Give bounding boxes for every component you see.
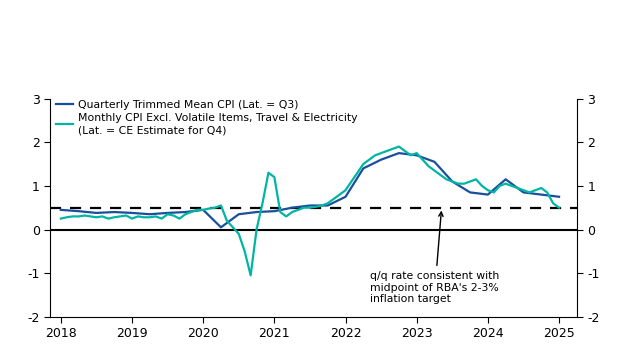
Text: q/q rate consistent with
midpoint of RBA's 2-3%
inflation target: q/q rate consistent with midpoint of RBA… — [371, 212, 500, 304]
Legend: Quarterly Trimmed Mean CPI (Lat. = Q3), Monthly CPI Excl. Volatile Items, Travel: Quarterly Trimmed Mean CPI (Lat. = Q3), … — [56, 100, 358, 135]
